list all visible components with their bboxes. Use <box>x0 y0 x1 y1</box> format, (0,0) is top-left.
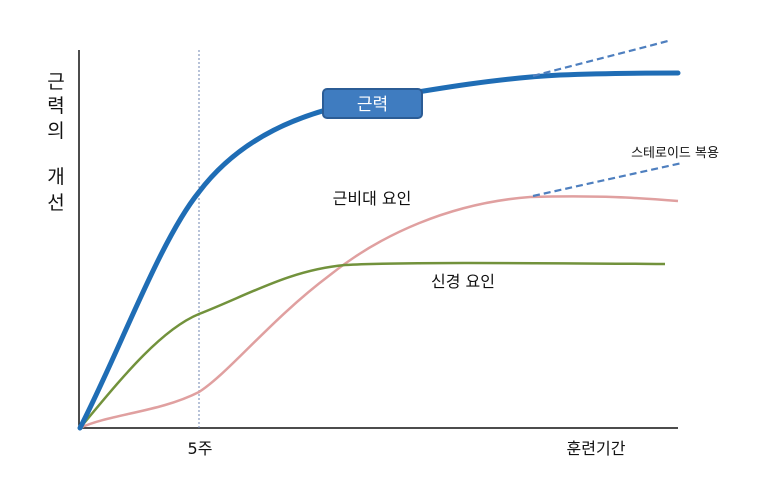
strength-curve <box>77 70 681 431</box>
x-tick-week-5: 5주 <box>188 439 213 458</box>
hypertrophy-label: 근비대 요인 <box>333 189 412 208</box>
hypertrophy-curve <box>79 195 679 430</box>
steroid-strength-dashed-line <box>532 39 669 78</box>
steroid-hypertrophy-dashed-line <box>532 161 683 198</box>
x-axis-end-label: 훈련기간 <box>567 439 626 458</box>
y-axis-label-char-4: 개 <box>47 166 64 188</box>
steroid-label: 스테로이드 복용 <box>631 146 719 161</box>
neural-label: 신경 요인 <box>431 272 495 291</box>
strength-badge-label: 근력 <box>357 95 388 115</box>
y-axis-label-char-2: 력 <box>47 95 64 117</box>
y-axis-label-char-5: 선 <box>47 192 64 214</box>
y-axis-label: 근 력 의 개 선 <box>47 71 64 214</box>
y-axis-label-char-1: 근 <box>47 71 64 93</box>
neural-curve <box>79 261 666 429</box>
y-axis-label-char-3: 의 <box>47 120 64 142</box>
strength-badge: 근력 <box>322 88 423 119</box>
